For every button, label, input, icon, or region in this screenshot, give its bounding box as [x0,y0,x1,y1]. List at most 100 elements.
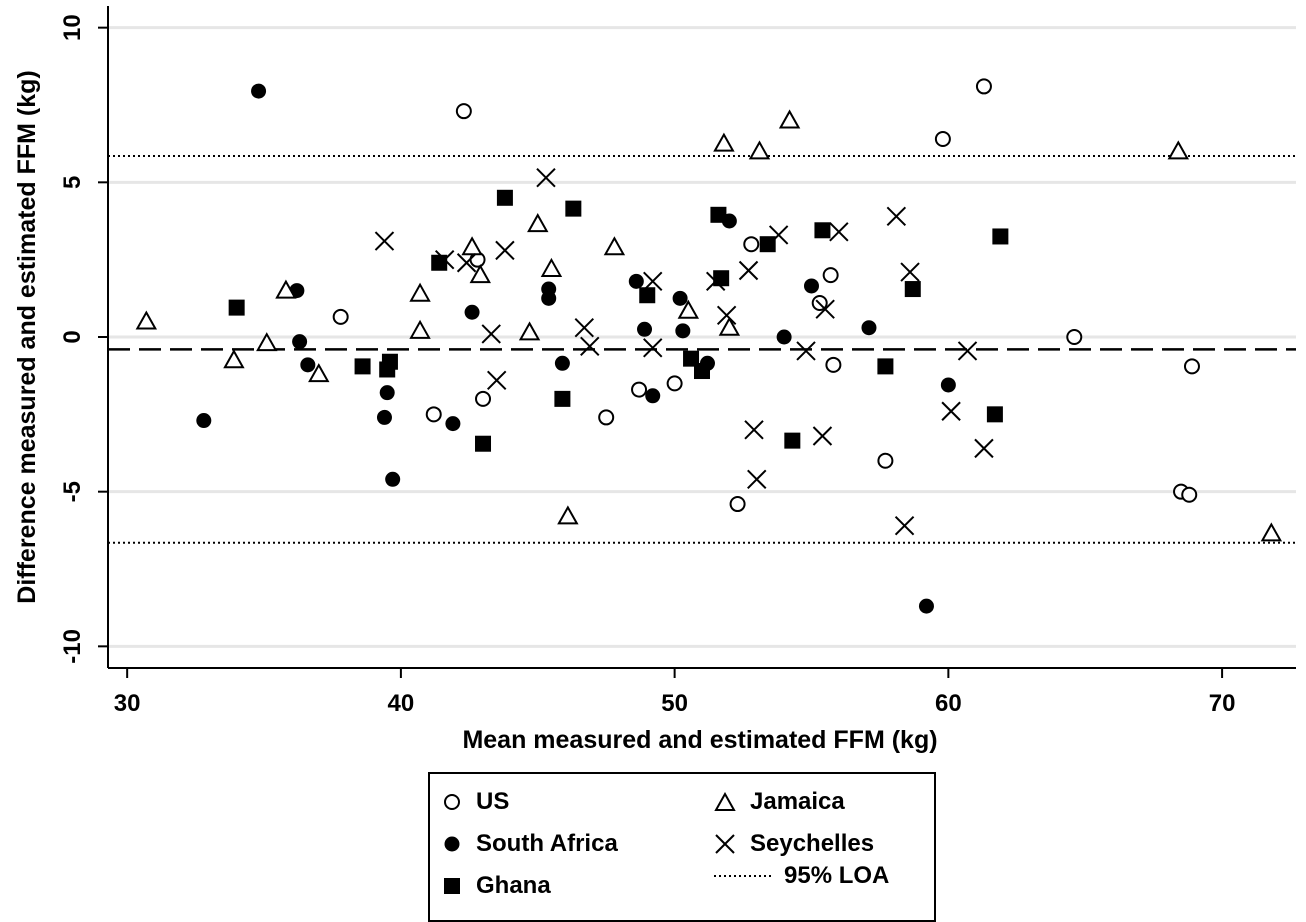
legend-label-south-africa: South Africa [476,830,618,857]
point-jamaica [677,299,700,319]
point-ghana [565,200,582,217]
point-south-africa [940,377,956,393]
point-jamaica [1260,522,1283,542]
legend-label-jamaica: Jamaica [750,788,845,815]
point-seychelles [796,341,816,361]
dotted-line-icon [714,875,774,877]
point-ghana [877,358,894,375]
point-ghana [228,299,245,316]
point-seychelles [768,225,789,245]
point-us [822,267,839,284]
point-ghana [639,287,656,304]
point-jamaica [518,321,541,341]
point-seychelles [974,438,994,459]
axes [98,6,1296,678]
point-seychelles [744,420,764,440]
y-tick-label: -5 [59,481,86,502]
square-filled-icon [444,878,460,894]
point-ghana [475,435,492,452]
point-seychelles [580,336,600,356]
x-icon [715,834,735,854]
point-seychelles [374,231,395,251]
legend-item-us: US [442,788,509,816]
point-us [332,308,349,325]
point-jamaica [1167,140,1190,160]
point-south-africa [637,321,653,337]
legend-item-loa: 95% LOA [714,862,889,890]
scatter-plot: -10 -5 0 5 10 30 40 50 60 70 Mean measured and es… [13,6,1296,754]
point-seychelles [941,401,961,421]
point-seychelles [643,338,663,358]
legend: US South Africa Ghana Jamaica Seychelles… [428,772,936,922]
legend-label-us: US [476,788,510,815]
point-seychelles [434,249,455,270]
x-tick-label: 30 [114,690,141,717]
point-ghana [784,432,801,449]
point-seychelles [738,260,759,281]
point-us [975,78,992,95]
point-us [729,496,746,513]
legend-item-jamaica: Jamaica [714,788,845,816]
point-ghana [814,222,831,239]
point-us [743,236,760,253]
point-jamaica [713,132,735,152]
point-us [825,356,842,373]
point-south-africa [379,385,395,401]
point-south-africa [464,304,480,320]
point-us [455,103,472,120]
series-seychelles [374,167,994,536]
point-seychelles [495,240,515,261]
point-ghana [381,353,398,370]
point-ghana [713,270,730,287]
point-seychelles [957,341,978,361]
point-jamaica [308,363,330,383]
y-tick-label: 0 [59,330,86,343]
point-ghana [683,350,700,367]
point-south-africa [628,273,644,289]
point-seychelles [812,426,833,446]
point-ghana [986,406,1003,423]
legend-label-ghana: Ghana [476,872,551,899]
point-jamaica [527,213,549,233]
legend-item-ghana: Ghana [442,872,551,900]
point-seychelles [815,299,835,319]
y-tick-label: 10 [59,14,86,41]
point-us [631,381,648,398]
legend-label-seychelles: Seychelles [750,830,875,857]
point-south-africa [385,471,401,487]
y-axis-title: Difference measured and estimated FFM (k… [13,70,41,603]
point-ghana [759,236,776,253]
point-jamaica [778,109,801,129]
point-seychelles [716,305,737,326]
legend-label-loa: 95% LOA [784,862,890,889]
tick-labels: -10 -5 0 5 10 30 40 50 60 70 [59,14,1235,717]
point-us [1066,329,1083,345]
reference-lines [108,155,1296,544]
series-jamaica [135,109,1283,542]
point-south-africa [645,388,661,404]
circle-filled-icon [444,836,460,852]
x-tick-label: 40 [388,690,415,717]
point-south-africa [251,83,267,99]
point-seychelles [574,318,595,338]
data-points [135,78,1283,614]
point-ghana [554,390,571,407]
triangle-open-icon [714,792,736,811]
point-us [598,409,615,426]
series-ghana [228,189,1009,452]
point-south-africa [292,334,308,350]
legend-item-south-africa: South Africa [442,830,618,858]
point-jamaica [135,310,158,330]
y-tick-label: -10 [59,629,86,664]
point-ghana [496,189,513,206]
x-tick-label: 50 [661,690,688,717]
point-south-africa [541,290,557,306]
point-seychelles [481,324,501,344]
point-jamaica [275,279,297,299]
point-south-africa [554,355,570,371]
point-jamaica [748,140,771,160]
point-seychelles [705,271,726,292]
x-tick-label: 70 [1209,690,1236,717]
point-seychelles [456,253,477,273]
point-seychelles [486,370,507,391]
